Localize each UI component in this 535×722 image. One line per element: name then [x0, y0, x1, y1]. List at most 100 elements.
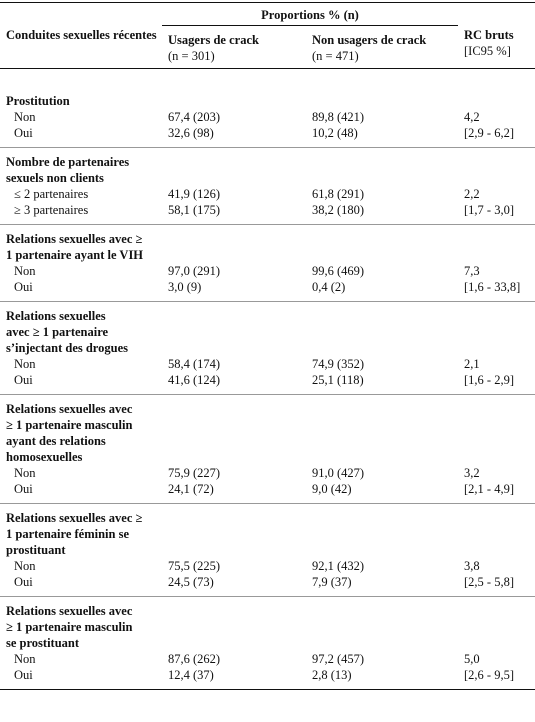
- cell-nonusers: 9,0 (42): [312, 482, 352, 496]
- results-table: Conduites sexuelles récentes Proportions…: [0, 2, 535, 690]
- cell-rc: [2,6 - 9,5]: [458, 667, 535, 690]
- row-label: ≥ 3 partenaires: [14, 203, 89, 217]
- section-title-text: Relations sexuelles avec ≥ 1 partenaire …: [6, 604, 133, 650]
- section-title-row: Relations sexuelles avec ≥ 1 partenaire …: [0, 503, 535, 558]
- cell-rc: [1,6 - 33,8]: [464, 280, 521, 294]
- cell-rc: 7,3: [464, 264, 480, 278]
- table-row: Oui 3,0 (9) 0,4 (2) [1,6 - 33,8]: [0, 279, 535, 302]
- header-rc: RC bruts [IC95 %]: [458, 2, 535, 69]
- header-proportions: Proportions % (n): [162, 2, 458, 26]
- section-title-text: Nombre de partenaires sexuels non client…: [6, 155, 130, 185]
- cell-users: 3,0 (9): [168, 280, 202, 294]
- row-label: Non: [14, 110, 36, 124]
- section-title: Nombre de partenaires sexuels non client…: [0, 147, 535, 186]
- table-row: Non 67,4 (203) 89,8 (421) 4,2: [0, 109, 535, 125]
- table-row: Non 97,0 (291) 99,6 (469) 7,3: [0, 263, 535, 279]
- table-row: Non 75,9 (227) 91,0 (427) 3,2: [0, 465, 535, 481]
- cell-rc: [2,1 - 4,9]: [464, 482, 514, 496]
- cell-nonusers: 74,9 (352): [312, 357, 365, 371]
- cell-nonusers: 99,6 (469): [312, 264, 365, 278]
- cell-users: 75,9 (227): [168, 466, 221, 480]
- cell-rc: 4,2: [464, 110, 480, 124]
- section-title-text: Relations sexuelles avec ≥ 1 partenaire …: [6, 309, 128, 355]
- cell-rc: 2,1: [464, 357, 480, 371]
- section-title-text: Relations sexuelles avec ≥ 1 partenaire …: [6, 402, 133, 464]
- table-row: ≤ 2 partenaires 41,9 (126) 61,8 (291) 2,2: [0, 186, 535, 202]
- cell-nonusers: 97,2 (457): [312, 652, 365, 666]
- row-label: Non: [14, 357, 36, 371]
- table-body: Prostitution Non 67,4 (203) 89,8 (421) 4,2 Ou…: [0, 69, 535, 690]
- header-rc-title: RC bruts: [464, 28, 514, 42]
- section-title-row: Prostitution: [0, 69, 535, 110]
- cell-nonusers: 89,8 (421): [312, 110, 365, 124]
- cell-users: 75,5 (225): [168, 559, 221, 573]
- row-label: Oui: [14, 280, 33, 294]
- table-row: ≥ 3 partenaires 58,1 (175) 38,2 (180) [1,7 …: [0, 202, 535, 225]
- cell-nonusers: 0,4 (2): [312, 280, 346, 294]
- table-row: Oui 12,4 (37) 2,8 (13) [2,6 - 9,5]: [0, 667, 535, 690]
- table-row: Non 58,4 (174) 74,9 (352) 2,1: [0, 356, 535, 372]
- cell-rc: [1,7 - 3,0]: [464, 203, 514, 217]
- cell-nonusers: 38,2 (180): [312, 203, 365, 217]
- cell-rc: [2,9 - 6,2]: [464, 126, 514, 140]
- row-label: Oui: [14, 482, 33, 496]
- cell-rc: 5,0: [464, 652, 480, 666]
- section-title-row: Nombre de partenaires sexuels non client…: [0, 147, 535, 186]
- section-title: Prostitution: [0, 69, 535, 110]
- cell-rc: 2,2: [464, 187, 480, 201]
- row-label: Oui: [14, 126, 33, 140]
- section-title-text: Relations sexuelles avec ≥ 1 partenaire …: [6, 511, 143, 557]
- cell-nonusers: 91,0 (427): [312, 466, 365, 480]
- cell-rc: 3,8: [464, 559, 480, 573]
- row-label: Non: [14, 559, 36, 573]
- table-row: Oui 41,6 (124) 25,1 (118) [1,6 - 2,9]: [0, 372, 535, 395]
- section-title: Relations sexuelles avec ≥ 1 partenaire …: [0, 394, 535, 465]
- header-nonusers: Non usagers de crack (n = 471): [306, 25, 458, 69]
- section-title: Relations sexuelles avec ≥ 1 partenaire …: [0, 503, 535, 558]
- row-label: Non: [14, 652, 36, 666]
- row-label: Oui: [14, 575, 33, 589]
- row-label: Non: [14, 466, 36, 480]
- table-row: Oui 24,5 (73) 7,9 (37) [2,5 - 5,8]: [0, 574, 535, 597]
- table-row: Non 75,5 (225) 92,1 (432) 3,8: [0, 558, 535, 574]
- cell-nonusers: 7,9 (37): [312, 575, 352, 589]
- table-row: Oui 32,6 (98) 10,2 (48) [2,9 - 6,2]: [0, 125, 535, 148]
- row-label: Oui: [0, 667, 162, 690]
- section-title-row: Relations sexuelles avec ≥ 1 partenaire …: [0, 301, 535, 356]
- header-rc-sub: [IC95 %]: [464, 44, 511, 58]
- row-label: Oui: [14, 373, 33, 387]
- cell-users: 12,4 (37): [162, 667, 306, 690]
- section-title: Relations sexuelles avec ≥ 1 partenaire …: [0, 224, 535, 263]
- cell-users: 97,0 (291): [168, 264, 221, 278]
- header-users: Usagers de crack (n = 301): [162, 25, 306, 69]
- header-nonusers-n: (n = 471): [312, 49, 359, 63]
- cell-nonusers: 61,8 (291): [312, 187, 365, 201]
- row-label: Non: [14, 264, 36, 278]
- cell-users: 58,4 (174): [168, 357, 221, 371]
- cell-nonusers: 2,8 (13): [306, 667, 458, 690]
- section-title: Relations sexuelles avec ≥ 1 partenaire …: [0, 301, 535, 356]
- cell-users: 58,1 (175): [168, 203, 221, 217]
- cell-users: 87,6 (262): [168, 652, 221, 666]
- header-users-n: (n = 301): [168, 49, 215, 63]
- cell-nonusers: 25,1 (118): [312, 373, 364, 387]
- cell-nonusers: 92,1 (432): [312, 559, 365, 573]
- table-row: Oui 24,1 (72) 9,0 (42) [2,1 - 4,9]: [0, 481, 535, 504]
- cell-rc: [2,5 - 5,8]: [464, 575, 514, 589]
- section-title-text: Prostitution: [6, 94, 70, 108]
- cell-users: 32,6 (98): [168, 126, 214, 140]
- section-title: Relations sexuelles avec ≥ 1 partenaire …: [0, 596, 535, 651]
- section-title-row: Relations sexuelles avec ≥ 1 partenaire …: [0, 394, 535, 465]
- header-nonusers-title: Non usagers de crack: [312, 33, 427, 47]
- cell-users: 41,9 (126): [168, 187, 221, 201]
- cell-users: 67,4 (203): [168, 110, 221, 124]
- row-label: ≤ 2 partenaires: [14, 187, 89, 201]
- table-row: Non 87,6 (262) 97,2 (457) 5,0: [0, 651, 535, 667]
- cell-users: 41,6 (124): [168, 373, 221, 387]
- section-title-row: Relations sexuelles avec ≥ 1 partenaire …: [0, 596, 535, 651]
- cell-rc: [1,6 - 2,9]: [464, 373, 514, 387]
- cell-nonusers: 10,2 (48): [312, 126, 358, 140]
- section-title-text: Relations sexuelles avec ≥ 1 partenaire …: [6, 232, 144, 262]
- section-title-row: Relations sexuelles avec ≥ 1 partenaire …: [0, 224, 535, 263]
